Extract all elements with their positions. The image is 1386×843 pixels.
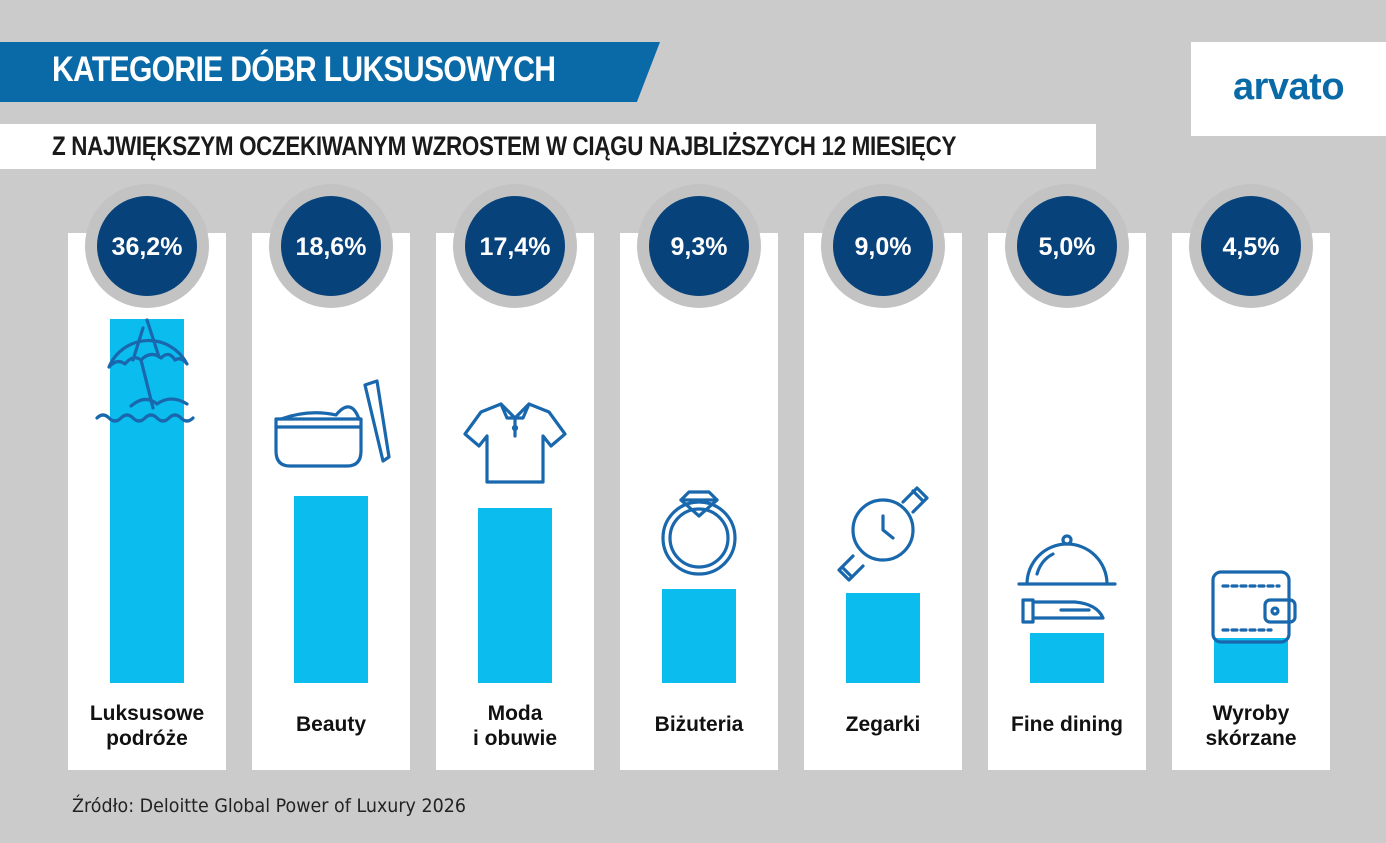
data-label: 4,5% xyxy=(1223,233,1280,261)
chart-subtitle: Z NAJWIĘKSZYM OCZEKIWANYM WZROSTEM W CIĄ… xyxy=(52,131,957,161)
value-bubble xyxy=(465,196,565,296)
category-card xyxy=(436,233,594,770)
category-label: Wyroby skórzane xyxy=(1205,702,1296,750)
wallet-icon xyxy=(1211,570,1297,644)
category-label: Fine dining xyxy=(1011,713,1123,736)
source-note: Źródło: Deloitte Global Power of Luxury … xyxy=(72,795,466,817)
data-label: 36,2% xyxy=(112,233,183,261)
beach-umbrella-icon xyxy=(95,318,195,423)
logo-box: arvato xyxy=(1191,42,1386,136)
bar xyxy=(478,508,552,683)
category-card xyxy=(1172,233,1330,770)
bar xyxy=(1030,633,1104,683)
value-bubble xyxy=(281,196,381,296)
category-label: Biżuteria xyxy=(655,713,744,736)
cream-jar-icon xyxy=(274,379,391,468)
bar xyxy=(662,589,736,683)
data-label: 18,6% xyxy=(296,233,367,261)
wristwatch-icon xyxy=(837,486,929,582)
bar xyxy=(110,319,184,683)
category-label: Moda i obuwie xyxy=(473,702,557,750)
data-label: 9,0% xyxy=(855,233,912,261)
value-bubble xyxy=(1201,196,1301,296)
data-label: 5,0% xyxy=(1039,233,1096,261)
category-label: Luksusowe podróże xyxy=(90,702,204,750)
data-label: 17,4% xyxy=(480,233,551,261)
diamond-ring-icon xyxy=(661,490,737,576)
category-card xyxy=(988,233,1146,770)
value-bubble xyxy=(1017,196,1117,296)
arvato-logo: arvato xyxy=(1232,66,1345,108)
category-label: Zegarki xyxy=(846,713,921,736)
polo-shirt-icon xyxy=(463,402,567,484)
cloche-serving-icon xyxy=(1017,534,1117,624)
value-bubble xyxy=(97,196,197,296)
subtitle-band xyxy=(0,124,1096,169)
category-label: Beauty xyxy=(296,713,366,736)
bar xyxy=(1214,638,1288,683)
data-label: 9,3% xyxy=(671,233,728,261)
chart-title: KATEGORIE DÓBR LUKSUSOWYCH xyxy=(52,50,556,89)
bar xyxy=(294,496,368,683)
bar xyxy=(846,593,920,683)
title-band xyxy=(0,42,660,102)
value-bubble xyxy=(833,196,933,296)
value-bubble xyxy=(649,196,749,296)
